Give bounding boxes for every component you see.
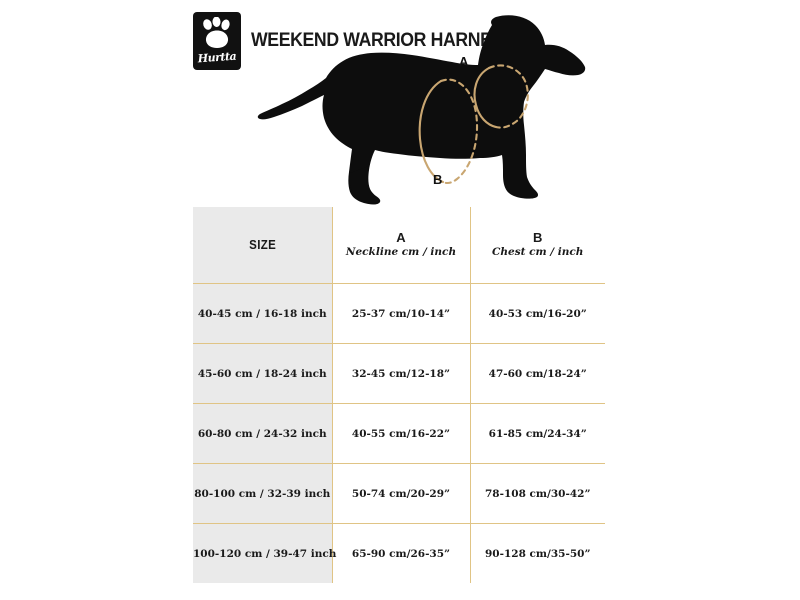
cell-chest: 78-108 cm/30-42” [470, 462, 605, 523]
cell-chest-text: 78-108 cm/30-42” [484, 488, 591, 500]
cell-neckline: 65-90 cm/26-35” [332, 522, 471, 583]
cell-chest: 40-53 cm/16-20” [470, 282, 605, 343]
page-title: WEEKEND WARRIOR HARNESS [251, 30, 515, 51]
cell-size-text: 60-80 cm / 24-32 inch [197, 428, 327, 440]
size-chart-table: SIZE A Neckline cm / inch B Chest cm / i… [193, 207, 605, 583]
cell-size: 45-60 cm / 18-24 inch [193, 342, 333, 403]
table-row: 80-100 cm / 32-39 inch 50-74 cm/20-29” 7… [193, 462, 605, 523]
cell-neckline-text: 40-55 cm/16-22” [351, 428, 451, 440]
cell-chest: 61-85 cm/24-34” [470, 402, 605, 463]
table-row: 40-45 cm / 16-18 inch 25-37 cm/10-14” 40… [193, 282, 605, 343]
cell-chest-text: 61-85 cm/24-34” [488, 428, 587, 440]
column-header-size-label: SIZE [248, 237, 276, 252]
column-header-chest: B Chest cm / inch [470, 207, 605, 283]
cell-size: 60-80 cm / 24-32 inch [193, 402, 333, 463]
cell-neckline-text: 25-37 cm/10-14” [351, 308, 451, 320]
table-row: 100-120 cm / 39-47 inch 65-90 cm/26-35” … [193, 522, 605, 583]
cell-neckline: 50-74 cm/20-29” [332, 462, 471, 523]
paw-print-icon [200, 16, 234, 49]
hurtta-logo: Hurtta [193, 12, 241, 70]
cell-neckline-text: 32-45 cm/12-18” [351, 368, 451, 380]
table-body: 40-45 cm / 16-18 inch 25-37 cm/10-14” 40… [193, 282, 605, 583]
measurement-label-b: B [433, 172, 443, 187]
cell-neckline-text: 50-74 cm/20-29” [351, 488, 451, 500]
logo-brand-text: Hurtta [197, 49, 237, 66]
column-header-size: SIZE [193, 207, 333, 283]
cell-size-text: 80-100 cm / 32-39 inch [194, 488, 331, 500]
header: Hurtta WEEKEND WARRIOR HARNESS [193, 12, 613, 72]
column-header-b-letter: B [533, 229, 543, 245]
cell-size: 80-100 cm / 32-39 inch [193, 462, 333, 523]
cell-neckline: 32-45 cm/12-18” [332, 342, 471, 403]
table-header-row: SIZE A Neckline cm / inch B Chest cm / i… [193, 207, 605, 283]
cell-size: 100-120 cm / 39-47 inch [193, 522, 336, 583]
cell-chest-text: 47-60 cm/18-24” [488, 368, 587, 380]
dog-silhouette-diagram [238, 5, 588, 205]
cell-chest-text: 90-128 cm/35-50” [484, 548, 591, 561]
cell-chest: 47-60 cm/18-24” [470, 342, 605, 403]
column-header-a-letter: A [396, 229, 406, 245]
cell-neckline: 25-37 cm/10-14” [332, 282, 471, 343]
cell-size-text: 45-60 cm / 18-24 inch [197, 368, 327, 380]
cell-chest: 90-128 cm/35-50” [470, 522, 605, 583]
measurement-label-a: A [459, 54, 469, 69]
cell-size-text: 40-45 cm / 16-18 inch [197, 308, 327, 320]
cell-size-text: 100-120 cm / 39-47 inch [193, 548, 337, 561]
cell-chest-text: 40-53 cm/16-20” [488, 308, 587, 320]
table-row: 60-80 cm / 24-32 inch 40-55 cm/16-22” 61… [193, 402, 605, 463]
cell-neckline-text: 65-90 cm/26-35” [351, 548, 451, 561]
cell-size: 40-45 cm / 16-18 inch [193, 282, 333, 343]
cell-neckline: 40-55 cm/16-22” [332, 402, 471, 463]
table-header: SIZE A Neckline cm / inch B Chest cm / i… [193, 207, 605, 283]
column-header-a-sub: Neckline cm / inch [345, 245, 457, 258]
table-row: 45-60 cm / 18-24 inch 32-45 cm/12-18” 47… [193, 342, 605, 403]
column-header-b-sub: Chest cm / inch [492, 245, 584, 258]
column-header-neckline: A Neckline cm / inch [332, 207, 471, 283]
